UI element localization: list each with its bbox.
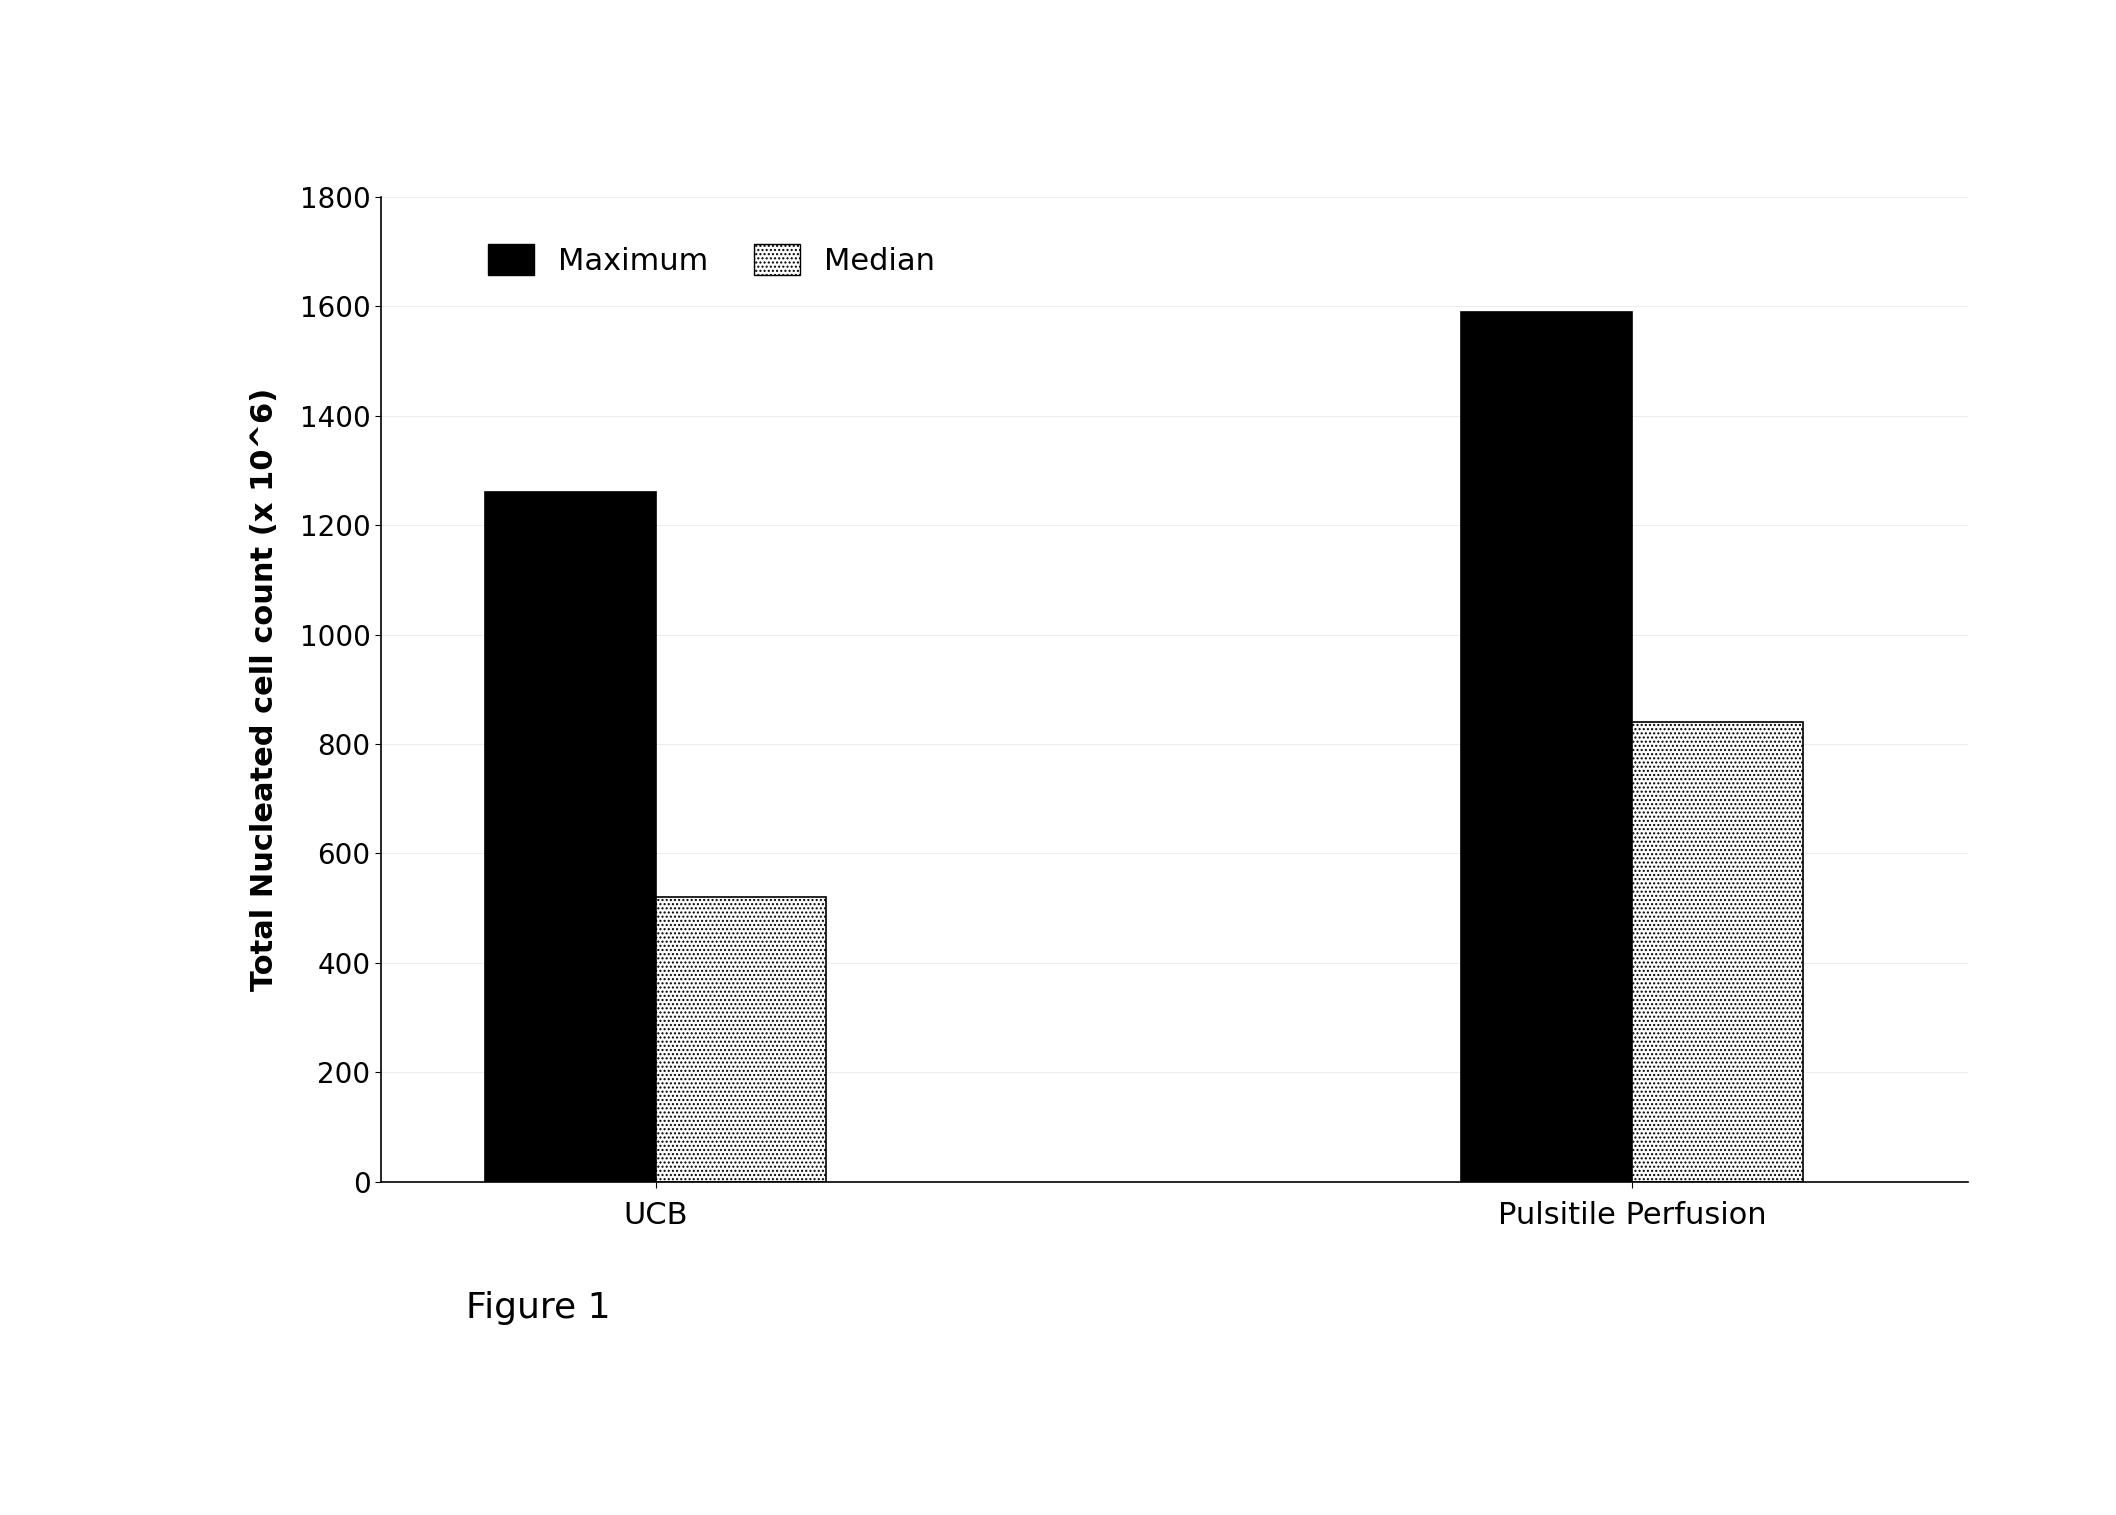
Bar bbox=[1631, 723, 1803, 1182]
Bar bbox=[485, 492, 656, 1182]
Y-axis label: Total Nucleated cell count (x 10^6): Total Nucleated cell count (x 10^6) bbox=[250, 388, 279, 991]
Legend: Maximum, Median: Maximum, Median bbox=[476, 232, 948, 288]
Bar bbox=[1462, 312, 1631, 1182]
Text: Figure 1: Figure 1 bbox=[466, 1291, 609, 1326]
Bar bbox=[656, 897, 827, 1182]
